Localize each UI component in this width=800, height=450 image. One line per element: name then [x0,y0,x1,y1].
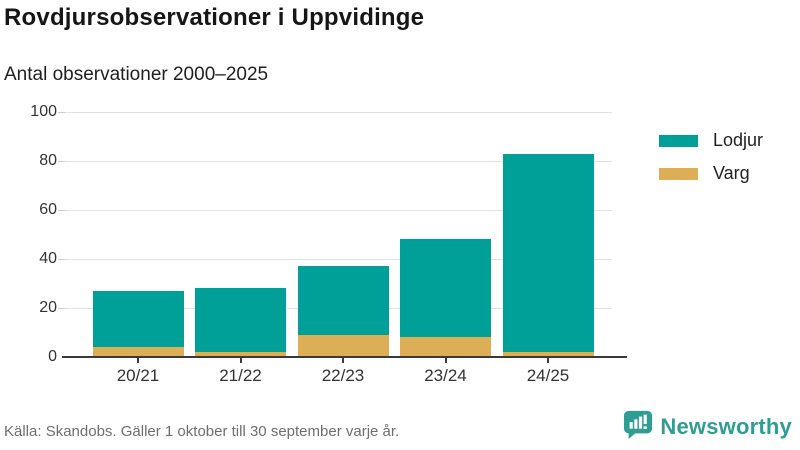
y-axis-label-100: 100 [30,103,57,120]
x-axis-label-21-22: 21/22 [219,366,262,385]
x-axis-label-20-21: 20/21 [116,366,160,385]
gridline-y-40 [65,258,612,260]
y-tick-100 [58,111,65,113]
bar-24-25 [502,153,594,357]
gridline-y-80 [65,160,612,162]
x-tick-21-22 [239,357,242,363]
bar-segment-varg-23-24 [400,337,491,357]
bar-segment-lodjur-23-24 [400,239,491,338]
y-axis-label-80: 80 [39,152,57,169]
y-axis-label-40: 40 [39,250,57,267]
newsworthy-logo: Newsworthy [623,410,792,444]
bar-segment-lodjur-22-23 [297,266,389,335]
legend-item-lodjur: Lodjur [659,130,763,151]
x-axis-line [62,356,627,358]
y-tick-40 [58,258,65,260]
bar-20-21 [92,290,184,357]
x-axis-label-23-24: 23/24 [424,366,467,385]
source-note: Källa: Skandobs. Gäller 1 oktober till 3… [4,423,400,440]
gridline-y-60 [65,209,612,211]
bar-segment-lodjur-24-25 [502,153,594,353]
bar-segment-lodjur-21-22 [195,288,286,353]
y-axis-label-20: 20 [39,299,57,316]
y-axis-label-60: 60 [39,201,57,218]
bar-21-22 [195,288,286,357]
y-tick-20 [58,307,65,309]
x-tick-20-21 [137,357,139,363]
bar-segment-varg-20-21 [92,347,184,357]
x-axis-label-24-25: 24/25 [526,366,570,385]
legend-swatch-varg [659,167,698,180]
legend-label-lodjur: Lodjur [713,130,764,150]
y-tick-80 [58,160,65,162]
newsworthy-wordmark: Newsworthy [660,414,792,439]
bar-segment-varg-21-22 [195,352,286,357]
legend-swatch-lodjur [659,134,698,147]
page-title: Rovdjursobservationer i Uppvidinge [4,4,425,31]
stacked-bar-chart: 0 20 40 60 80 100 20/21 21/22 22/23 23/24 24/25 [30,104,627,385]
gridline-y-100 [65,111,612,113]
legend-item-varg: Varg [659,163,763,184]
x-axis-label-22-23: 22/23 [321,366,365,385]
chart-legend: Lodjur Varg [659,130,763,196]
bar-segment-varg-22-23 [297,334,389,357]
bar-22-23 [297,266,389,357]
newsworthy-speech-bubble-chart-icon [623,410,653,444]
chart-subtitle: Antal observationer 2000–2025 [4,64,269,85]
legend-label-varg: Varg [713,163,750,183]
bar-segment-lodjur-20-21 [92,290,184,348]
y-axis-label-0: 0 [48,348,57,365]
x-tick-24-25 [547,357,549,363]
x-tick-22-23 [342,357,344,363]
bar-segment-varg-24-25 [502,352,594,357]
y-tick-60 [58,209,65,211]
bar-23-24 [400,239,491,357]
x-tick-23-24 [444,357,447,363]
